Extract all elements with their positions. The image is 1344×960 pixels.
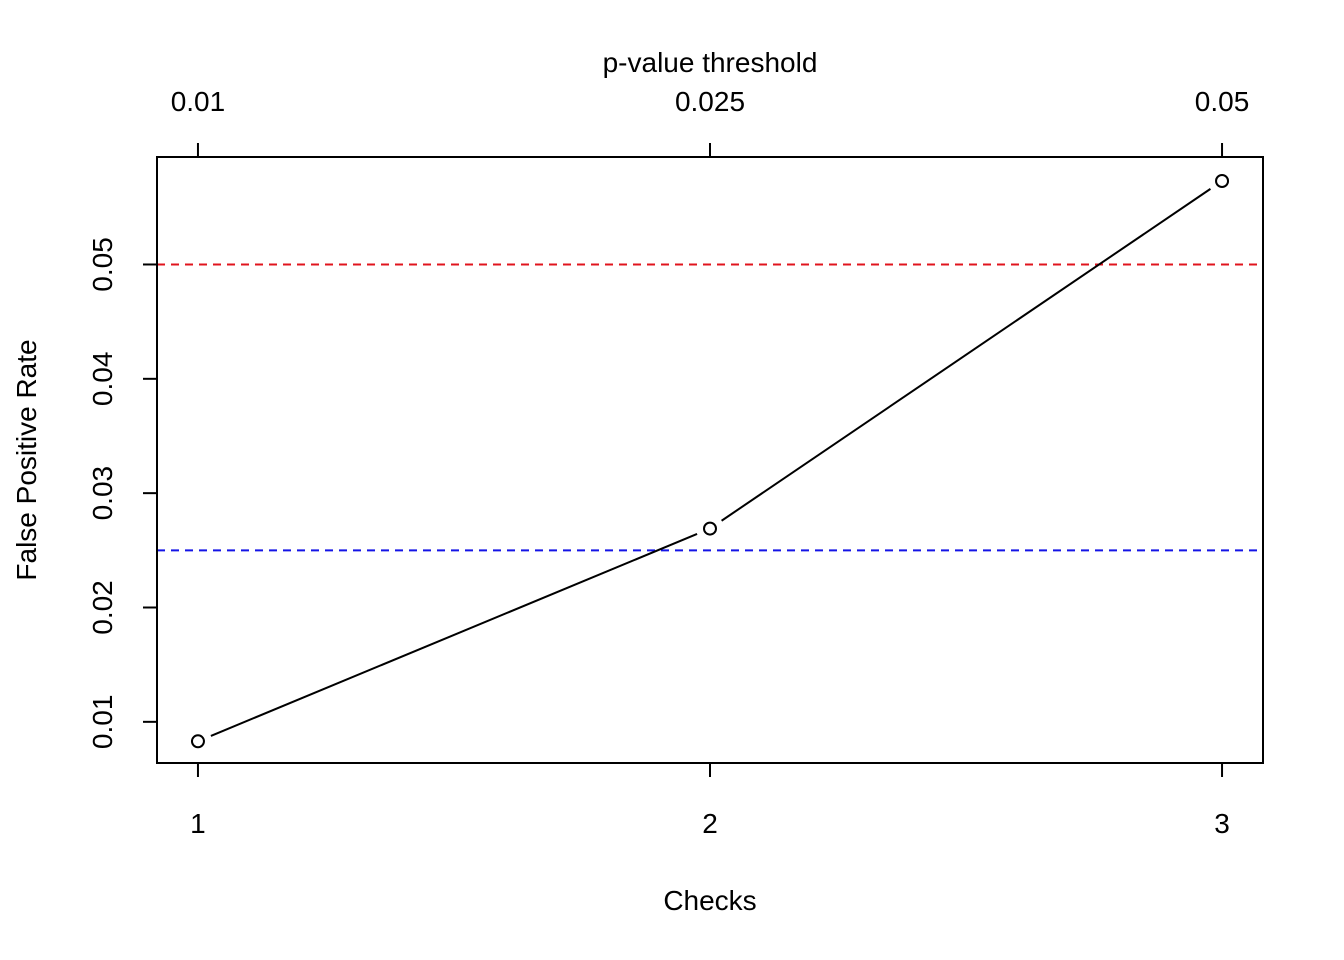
y-tick-label-2: 0.03 (87, 466, 118, 520)
y-tick-label-0: 0.01 (87, 695, 118, 750)
top-axis: 0.01 0.025 0.05 (171, 86, 1250, 157)
reference-lines (157, 263, 1263, 552)
series-0-segment-1 (721, 188, 1212, 522)
x-axis-label: Checks (663, 885, 756, 916)
series-0-point-2 (1215, 174, 1230, 189)
series-layer (190, 174, 1230, 749)
y-tick-label-4: 0.05 (87, 237, 118, 292)
y-axis: 0.01 0.02 0.03 0.04 0.05 (87, 237, 157, 749)
top-tick-label-0: 0.01 (171, 86, 226, 117)
top-tick-label-2: 0.05 (1195, 86, 1250, 117)
x-tick-label-2: 3 (1214, 808, 1230, 839)
series-0-point-0 (190, 734, 205, 749)
series-0-segment-0 (210, 533, 698, 737)
y-tick-label-1: 0.02 (87, 580, 118, 635)
top-tick-label-1: 0.025 (675, 86, 745, 117)
series-0-point-1 (703, 521, 717, 536)
x-tick-label-0: 1 (190, 808, 206, 839)
y-axis-label: False Positive Rate (11, 339, 42, 580)
y-tick-label-3: 0.04 (87, 352, 118, 407)
x-axis: 1 2 3 (190, 763, 1230, 839)
x-tick-label-1: 2 (702, 808, 718, 839)
top-axis-label: p-value threshold (603, 47, 818, 78)
